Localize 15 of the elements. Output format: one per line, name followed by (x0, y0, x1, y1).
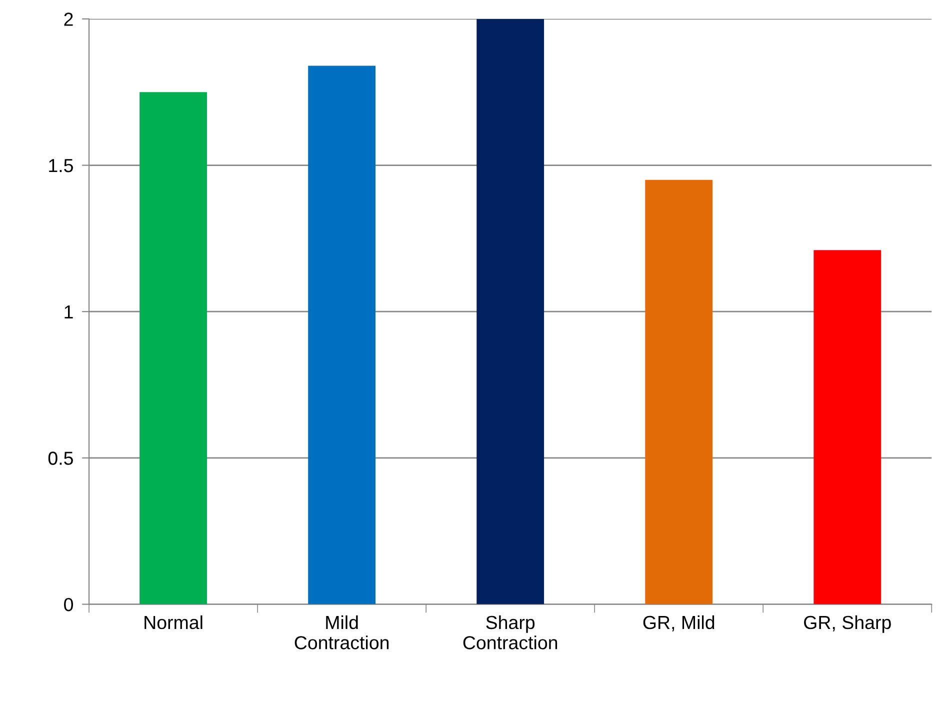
x-tick-label: GR, Mild (643, 615, 714, 632)
y-tick-label: 2 (64, 12, 73, 26)
bar (645, 180, 713, 604)
x-tick-label: GR, Sharp (804, 615, 891, 633)
x-tick-label: Mild Contraction (294, 615, 389, 650)
bar (308, 66, 376, 604)
x-tick-label: Sharp Contraction (463, 615, 558, 650)
bar (140, 92, 207, 604)
x-tick-label: Normal (144, 615, 202, 630)
bar (476, 18, 544, 604)
y-tick-label: 1.5 (49, 159, 73, 172)
bar (814, 250, 882, 604)
y-tick-label: 1 (64, 305, 73, 318)
y-tick-label: 0.5 (48, 452, 73, 465)
y-tick-label: 0 (64, 598, 74, 612)
